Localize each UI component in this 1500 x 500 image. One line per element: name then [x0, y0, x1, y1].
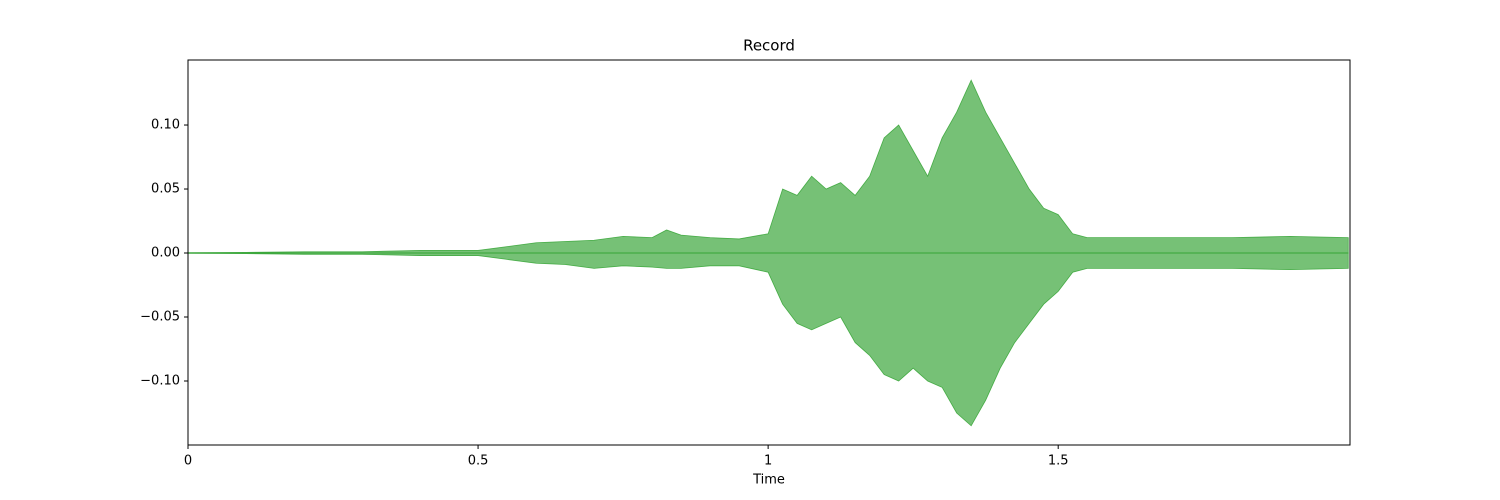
y-tick-label: 0.05 [151, 182, 180, 197]
chart-title: Record [743, 37, 795, 55]
plot-frame [187, 59, 1351, 446]
x-axis-label: Time [752, 473, 785, 488]
y-tick-label: −0.05 [140, 310, 180, 325]
x-tick-label: 1.5 [1048, 454, 1069, 469]
x-tick-label: 0.5 [468, 454, 489, 469]
y-tick-label: 0.10 [151, 118, 180, 133]
x-tick-label: 0 [184, 454, 192, 469]
waveform-lower [187, 252, 1349, 427]
y-tick-label: 0.00 [151, 246, 180, 261]
waveform-upper [187, 79, 1349, 254]
x-tick-label: 1 [764, 454, 772, 469]
y-tick-label: −0.10 [140, 374, 180, 389]
